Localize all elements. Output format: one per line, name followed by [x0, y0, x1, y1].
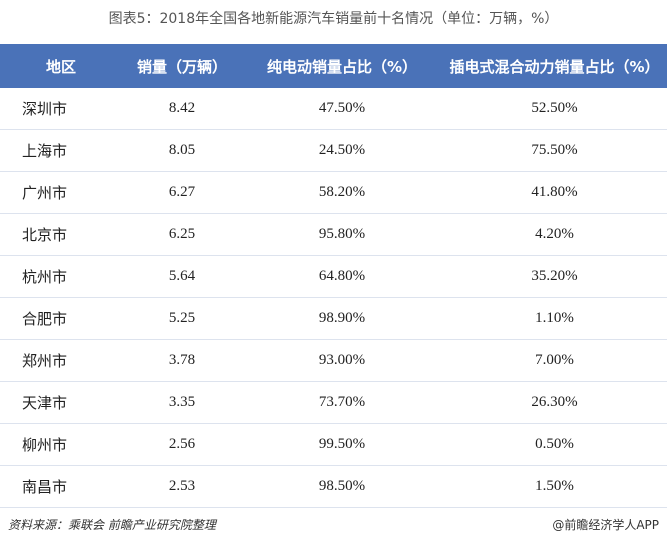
table-cell: 广州市 [0, 171, 122, 214]
table-cell: 天津市 [0, 381, 122, 424]
table-cell: 73.70% [242, 381, 442, 424]
column-header: 纯电动销量占比（%） [242, 44, 442, 88]
source: 资料来源：乘联会 前瞻产业研究院整理 [8, 518, 216, 532]
table-cell: 24.50% [242, 129, 442, 172]
table-cell: 1.50% [442, 465, 667, 508]
column-header: 插电式混合动力销量占比（%） [442, 44, 667, 88]
table-cell: 1.10% [442, 297, 667, 340]
header-row: 地区 销量（万辆） 纯电动销量占比（%） 插电式混合动力销量占比（%） [0, 44, 667, 88]
column-header: 销量（万辆） [122, 44, 242, 88]
table-cell: 柳州市 [0, 423, 122, 466]
table-cell: 8.42 [122, 88, 242, 130]
table-row: 天津市 3.35 73.70% 26.30% [0, 381, 667, 424]
table-cell: 64.80% [242, 255, 442, 298]
table-cell: 北京市 [0, 213, 122, 256]
table-cell: 5.25 [122, 297, 242, 340]
table-row: 上海市 8.05 24.50% 75.50% [0, 129, 667, 172]
table-cell: 47.50% [242, 88, 442, 130]
table-cell: 杭州市 [0, 255, 122, 298]
table-cell: 3.78 [122, 339, 242, 382]
column-header: 地区 [0, 44, 122, 88]
table-row: 合肥市 5.25 98.90% 1.10% [0, 297, 667, 340]
table-row: 南昌市 2.53 98.50% 1.50% [0, 465, 667, 508]
table-cell: 58.20% [242, 171, 442, 214]
table-row: 杭州市 5.64 64.80% 35.20% [0, 255, 667, 298]
table-cell: 南昌市 [0, 465, 122, 508]
table-cell: 合肥市 [0, 297, 122, 340]
table-cell: 8.05 [122, 129, 242, 172]
table-cell: 75.50% [442, 129, 667, 172]
table-cell: 上海市 [0, 129, 122, 172]
table-cell: 35.20% [442, 255, 667, 298]
table-row: 北京市 6.25 95.80% 4.20% [0, 213, 667, 256]
table-cell: 6.25 [122, 213, 242, 256]
table-row: 柳州市 2.56 99.50% 0.50% [0, 423, 667, 466]
table-row: 深圳市 8.42 47.50% 52.50% [0, 88, 667, 130]
table-cell: 5.64 [122, 255, 242, 298]
title: 图表5：2018年全国各地新能源汽车销量前十名情况（单位：万辆，%） [108, 11, 559, 27]
table-cell: 4.20% [442, 213, 667, 256]
table-row: 郑州市 3.78 93.00% 7.00% [0, 339, 667, 382]
table-cell: 2.53 [122, 465, 242, 508]
brand: @前瞻经济学人APP [552, 518, 659, 532]
table-cell: 52.50% [442, 88, 667, 130]
table-row: 广州市 6.27 58.20% 41.80% [0, 171, 667, 214]
table-cell: 6.27 [122, 171, 242, 214]
table-cell: 0.50% [442, 423, 667, 466]
table-cell: 2.56 [122, 423, 242, 466]
table-cell: 深圳市 [0, 88, 122, 130]
table-cell: 99.50% [242, 423, 442, 466]
table-cell: 郑州市 [0, 339, 122, 382]
table-cell: 93.00% [242, 339, 442, 382]
table-cell: 3.35 [122, 381, 242, 424]
table-cell: 95.80% [242, 213, 442, 256]
table-cell: 41.80% [442, 171, 667, 214]
table-cell: 98.50% [242, 465, 442, 508]
table-cell: 26.30% [442, 381, 667, 424]
data-table: 地区 销量（万辆） 纯电动销量占比（%） 插电式混合动力销量占比（%） 深圳市 8.42… [0, 44, 667, 508]
table-cell: 7.00% [442, 339, 667, 382]
table-cell: 98.90% [242, 297, 442, 340]
